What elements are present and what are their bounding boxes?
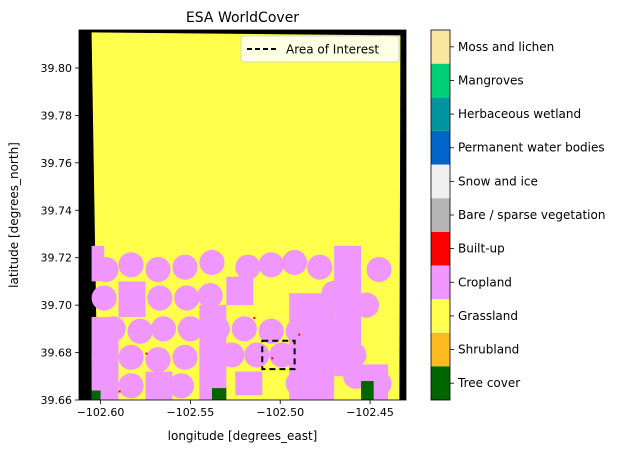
cropland-block	[226, 276, 254, 306]
cropland-pivot-circle	[118, 344, 144, 370]
cropland-pivot-circle	[235, 254, 261, 280]
y-axis-ticks: 39.66 39.68 39.70 39.72 39.74 39.76 39.78 39.80	[41, 62, 79, 407]
cropland-pivot-circle	[172, 344, 198, 370]
cropland-pivot-circle	[204, 316, 230, 342]
cropland-pivot-circle	[282, 249, 308, 276]
cropland-pivot-circle	[147, 285, 173, 311]
plot-frame	[78, 29, 407, 401]
cropland-pivot-circle	[366, 256, 392, 283]
cropland-pivot-circle	[118, 287, 144, 313]
y-tick-label: 39.68	[41, 347, 73, 360]
colorbar-class-label: Moss and lichen	[458, 40, 554, 54]
colorbar-class-label: Herbaceous wetland	[458, 107, 581, 121]
colorbar-class-label: Built-up	[458, 242, 505, 256]
colorbar-class-label: Bare / sparse vegetation	[458, 208, 605, 222]
built-up-pixel	[253, 316, 256, 319]
colorbar-class-label: Snow and ice	[458, 174, 538, 188]
cropland-pivot-circle	[341, 342, 367, 368]
colorbar-class-label: Mangroves	[458, 73, 524, 87]
cropland-pivot-circle	[258, 318, 284, 344]
x-tick-label: −102.50	[256, 406, 304, 419]
cropland-pivot-circle	[197, 283, 223, 309]
cropland-pivot-circle	[269, 342, 295, 368]
colorbar-class-label: Tree cover	[457, 376, 520, 390]
cropland-pivot-circle	[93, 256, 119, 283]
cropland-pivot-circle	[308, 370, 335, 396]
colorbar-swatch	[431, 30, 450, 64]
y-tick-label: 39.76	[41, 157, 73, 170]
y-axis-label: latitude [degrees_north]	[7, 142, 21, 288]
cropland-pivot-circle	[231, 316, 257, 342]
y-tick-label: 39.66	[41, 394, 73, 407]
tree-cover-patch	[91, 390, 101, 400]
x-tick-label: −102.60	[77, 406, 125, 419]
y-tick-label: 39.72	[41, 252, 73, 265]
colorbar-swatch	[431, 265, 450, 300]
cropland-pivot-circle	[168, 373, 194, 399]
cropland-pivot-circle	[127, 318, 153, 344]
cropland-pivot-circle	[91, 285, 117, 311]
x-tick-label: −102.55	[167, 406, 215, 419]
y-tick-label: 39.70	[41, 299, 73, 312]
colorbar-swatch	[431, 130, 450, 165]
cropland-pivot-circle	[118, 252, 144, 278]
y-tick-label: 39.80	[41, 62, 73, 75]
colorbar: Tree cover Shrubland Grassland Cropland Buil…	[430, 29, 605, 401]
cropland-pivot-circle	[177, 316, 203, 342]
cropland-pivot-circle	[292, 344, 318, 370]
colorbar-class-label: Shrubland	[458, 343, 519, 357]
cropland-pivot-circle	[285, 370, 311, 396]
legend: Area of Interest	[240, 35, 400, 63]
colorbar-class-label: Grassland	[458, 309, 518, 323]
x-axis-label: longitude [degrees_east]	[168, 429, 318, 443]
cropland-pivot-circle	[172, 254, 198, 280]
colorbar-class-label: Cropland	[458, 275, 512, 289]
colorbar-swatch	[431, 299, 450, 333]
cropland-pivot-circle	[307, 254, 333, 280]
cropland-pivot-circle	[150, 316, 177, 342]
map-plot-area	[79, 30, 406, 400]
y-tick-label: 39.78	[41, 109, 73, 122]
cropland-block	[145, 371, 173, 400]
colorbar-swatch	[431, 332, 450, 367]
cropland-pivot-circle	[199, 249, 225, 276]
tree-cover-patch	[361, 381, 374, 400]
legend-box	[240, 35, 400, 63]
cropland-pivot-circle	[310, 316, 336, 342]
cropland-pivot-circle	[321, 280, 347, 306]
colorbar-swatch	[431, 198, 450, 232]
cropland-pivot-circle	[219, 342, 245, 368]
tree-cover-patch	[211, 388, 227, 400]
colorbar-swatch	[431, 366, 450, 400]
colorbar-swatch	[431, 231, 450, 266]
cropland-pivot-circle	[100, 316, 126, 342]
chart-title: ESA WorldCover	[186, 10, 299, 26]
colorbar-frame	[430, 29, 451, 401]
y-tick-label: 39.74	[41, 204, 73, 217]
cropland-pivot-circle	[332, 313, 358, 340]
cropland-pivot-circle	[317, 342, 344, 368]
colorbar-swatch	[431, 97, 450, 131]
cropland-pivot-circle	[145, 347, 171, 373]
cropland-pivot-circle	[244, 342, 270, 368]
built-up-pixel	[118, 390, 121, 393]
colorbar-class-label: Permanent water bodies	[458, 141, 605, 155]
colorbar-swatch	[431, 63, 450, 98]
cropland-pivot-circle	[118, 373, 144, 399]
built-up-pixel	[298, 333, 301, 336]
cropland-block	[235, 371, 263, 396]
cropland-pivot-circle	[285, 318, 311, 344]
x-tick-label: −102.45	[346, 406, 394, 419]
cropland-pivot-circle	[91, 347, 117, 373]
cropland-pivot-circle	[145, 256, 171, 283]
built-up-pixel	[145, 352, 148, 355]
cropland-pivot-circle	[174, 285, 200, 311]
legend-label: Area of Interest	[286, 43, 379, 57]
cropland-pivot-circle	[258, 252, 284, 278]
built-up-pixel	[271, 357, 274, 360]
x-axis-ticks: −102.60 −102.55 −102.50 −102.45	[77, 400, 394, 419]
cropland-pivot-circle	[353, 292, 380, 318]
colorbar-swatch	[431, 164, 450, 199]
